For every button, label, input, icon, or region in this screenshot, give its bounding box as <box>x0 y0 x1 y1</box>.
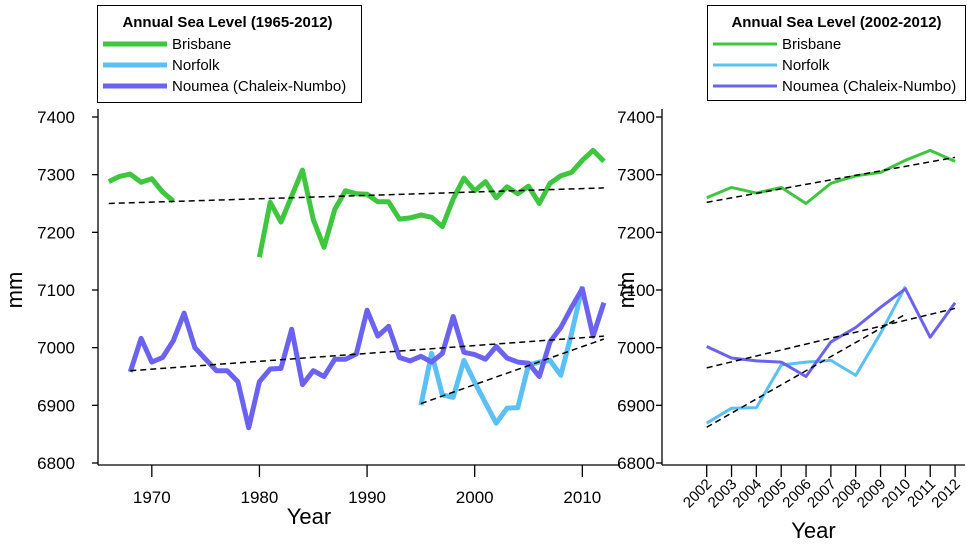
legend-label: Brisbane <box>782 36 841 53</box>
series-line <box>418 285 585 426</box>
y-tick-label: 7100 <box>617 281 655 300</box>
legend-label: Brisbane <box>172 36 231 53</box>
trend-line <box>706 313 906 428</box>
y-tick-label: 7200 <box>37 223 75 242</box>
y-tick-label: 7100 <box>37 281 75 300</box>
y-tick-label: 6900 <box>617 396 655 415</box>
x-axis-label: Year <box>791 518 835 543</box>
x-tick-label: 2012 <box>928 476 964 512</box>
legend-label: Noumea (Chaleix-Numbo) <box>782 78 956 95</box>
y-tick-label: 6800 <box>37 454 75 473</box>
x-axis-label: Year <box>287 504 331 529</box>
legend-label: Norfolk <box>172 57 220 74</box>
x-tick-label: 2010 <box>563 488 601 507</box>
series-line <box>107 147 606 258</box>
legend: Annual Sea Level (2002-2012) Brisbane Norf… <box>707 5 966 101</box>
y-tick-label: 6800 <box>617 454 655 473</box>
y-tick-label: 7300 <box>37 166 75 185</box>
legend-title: Annual Sea Level (1965-2012) <box>122 14 332 31</box>
x-tick-label: 2000 <box>456 488 494 507</box>
trend-line <box>420 338 605 405</box>
panel: 6800 6900 7000 7100 7200 7300 7400 1970 1980 1990… <box>2 5 620 529</box>
y-axis-label: mm <box>2 272 27 309</box>
y-tick-label: 7200 <box>617 223 655 242</box>
series-line <box>706 148 956 205</box>
y-tick-label: 7000 <box>617 339 655 358</box>
legend: Annual Sea Level (1965-2012) Brisbane Norf… <box>97 5 362 103</box>
trend-line <box>706 307 956 369</box>
legend-label: Norfolk <box>782 57 830 74</box>
x-tick-label: 1980 <box>241 488 279 507</box>
y-tick-label: 7400 <box>617 108 655 127</box>
y-axis-label: mm <box>614 272 639 309</box>
y-tick-label: 7400 <box>37 108 75 127</box>
trend-line <box>108 187 604 205</box>
panel: 6800690070007100720073007400200220032004… <box>614 5 966 543</box>
x-tick-label: 1970 <box>133 488 171 507</box>
legend-title: Annual Sea Level (2002-2012) <box>731 14 941 31</box>
x-tick-label: 1990 <box>348 488 386 507</box>
series-line <box>127 286 607 431</box>
y-tick-label: 6900 <box>37 396 75 415</box>
trend-line <box>130 335 604 372</box>
series-line <box>705 285 907 425</box>
legend-label: Noumea (Chaleix-Numbo) <box>172 78 346 95</box>
series-line <box>706 287 957 378</box>
trend-line <box>706 156 956 204</box>
y-tick-label: 7300 <box>617 166 655 185</box>
y-tick-label: 7000 <box>37 339 75 358</box>
